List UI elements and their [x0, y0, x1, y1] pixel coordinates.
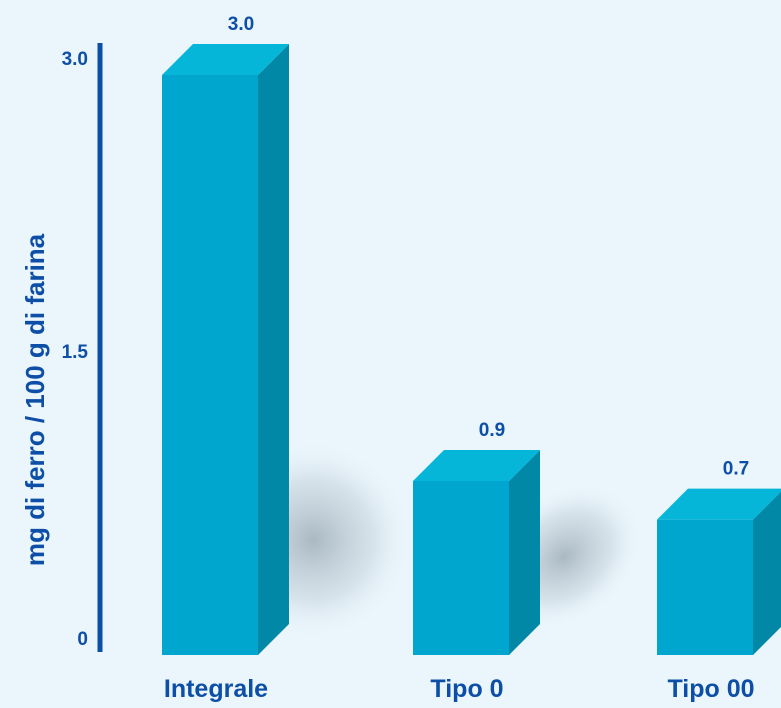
category-label: Tipo 00: [667, 675, 754, 703]
bar-front-face: [162, 75, 258, 655]
bar-top-face: [162, 44, 289, 75]
bar-side-face: [509, 450, 540, 655]
bar-side-face: [753, 491, 781, 655]
bar-value-label: 0.9: [479, 420, 505, 441]
y-axis-title: mg di ferro / 100 g di farina: [20, 233, 50, 566]
bar-front-face: [657, 519, 753, 655]
y-tick-label: 1.5: [62, 342, 89, 363]
bar-value-label: 0.7: [723, 459, 749, 480]
bar-front-face: [413, 481, 509, 655]
value-labels: 3.0 0.9 0.7: [228, 14, 749, 480]
y-tick-label: 3.0: [62, 49, 88, 70]
bar: [413, 450, 540, 655]
bar-side-face: [258, 44, 289, 655]
y-tick-label: 0: [77, 629, 88, 650]
bars: [162, 44, 781, 655]
bar: [657, 488, 781, 655]
category-label: Integrale: [164, 675, 268, 703]
bar-top-face: [657, 488, 781, 520]
bar-top-face: [413, 450, 540, 481]
category-labels: Integrale Tipo 0 Tipo 00: [164, 675, 755, 703]
bar: [162, 44, 289, 655]
y-tick-labels: 0 1.5 3.0: [62, 49, 89, 650]
bar-value-label: 3.0: [228, 14, 254, 35]
category-label: Tipo 0: [430, 675, 503, 703]
